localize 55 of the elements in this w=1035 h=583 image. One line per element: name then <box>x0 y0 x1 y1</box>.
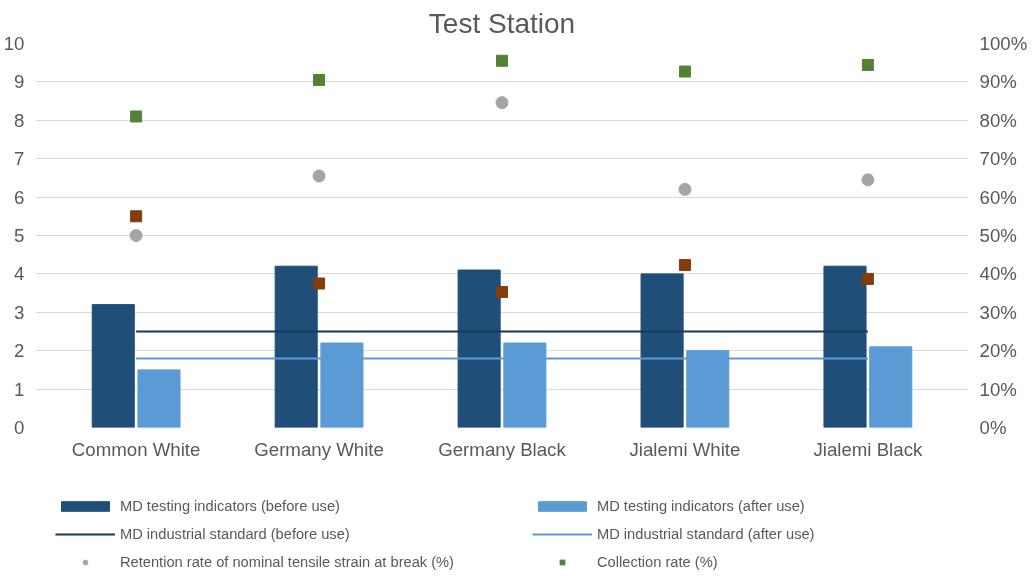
y-tick-label: 8 <box>14 109 25 131</box>
y2-tick-label: 90% <box>979 71 1017 93</box>
y2-tick-label: 10% <box>979 378 1017 400</box>
bar <box>823 265 867 428</box>
legend-label: Collection rate (%) <box>597 554 719 570</box>
legend-label: Retention rate of nominal tensile strain at break (%) <box>120 554 455 570</box>
y2-tick-label: 70% <box>979 148 1017 170</box>
y2-tick-label: 30% <box>979 301 1017 323</box>
point <box>313 73 326 86</box>
point <box>861 59 874 71</box>
point <box>678 259 691 272</box>
legend-label: MD testing indicators (after use) <box>597 498 806 514</box>
point <box>861 272 874 285</box>
y2-tick-label: 20% <box>979 340 1017 362</box>
point <box>861 173 875 187</box>
x-tick-label: Germany Black <box>438 438 567 460</box>
legend-label: MD industrial standard (before use) <box>120 526 351 542</box>
point <box>130 210 143 223</box>
y-tick-label: 4 <box>14 263 25 285</box>
legend-label: MD testing indicators (before use) <box>120 498 341 514</box>
y2-tick-label: 40% <box>979 263 1017 285</box>
x-tick-label: Germany White <box>254 438 384 460</box>
point <box>130 110 143 123</box>
y2-tick-label: 100% <box>979 33 1028 54</box>
point <box>312 169 326 183</box>
x-tick-label: Jialemi White <box>629 438 741 460</box>
x-tick-label: Jialemi Black <box>813 438 923 460</box>
y-tick-label: 3 <box>14 301 25 323</box>
legend-label: MD industrial standard (after use) <box>597 526 816 542</box>
y-tick-label: 6 <box>14 186 25 208</box>
y-tick-label: 1 <box>14 378 25 400</box>
x-tick-label: Common White <box>71 438 201 460</box>
y-tick-label: 10 <box>3 33 25 54</box>
point <box>678 182 692 196</box>
bar <box>640 273 684 428</box>
y-tick-label: 0 <box>14 417 25 438</box>
point <box>496 285 508 298</box>
y2-tick-label: 80% <box>979 109 1017 131</box>
bar <box>91 304 135 428</box>
y-tick-label: 7 <box>14 148 25 170</box>
point <box>129 229 143 242</box>
bar <box>137 369 181 428</box>
y2-tick-label: 50% <box>979 225 1017 246</box>
point <box>495 96 509 110</box>
y-tick-label: 2 <box>14 340 25 362</box>
y-tick-label: 5 <box>14 225 25 246</box>
bar <box>457 269 501 428</box>
y2-tick-label: 60% <box>979 186 1017 208</box>
y-tick-label: 9 <box>14 71 25 93</box>
chart-title: Test Station <box>428 7 576 39</box>
point <box>313 277 326 290</box>
bar <box>274 265 318 428</box>
point <box>496 54 508 67</box>
point <box>678 65 691 78</box>
y2-tick-label: 0% <box>979 417 1007 438</box>
